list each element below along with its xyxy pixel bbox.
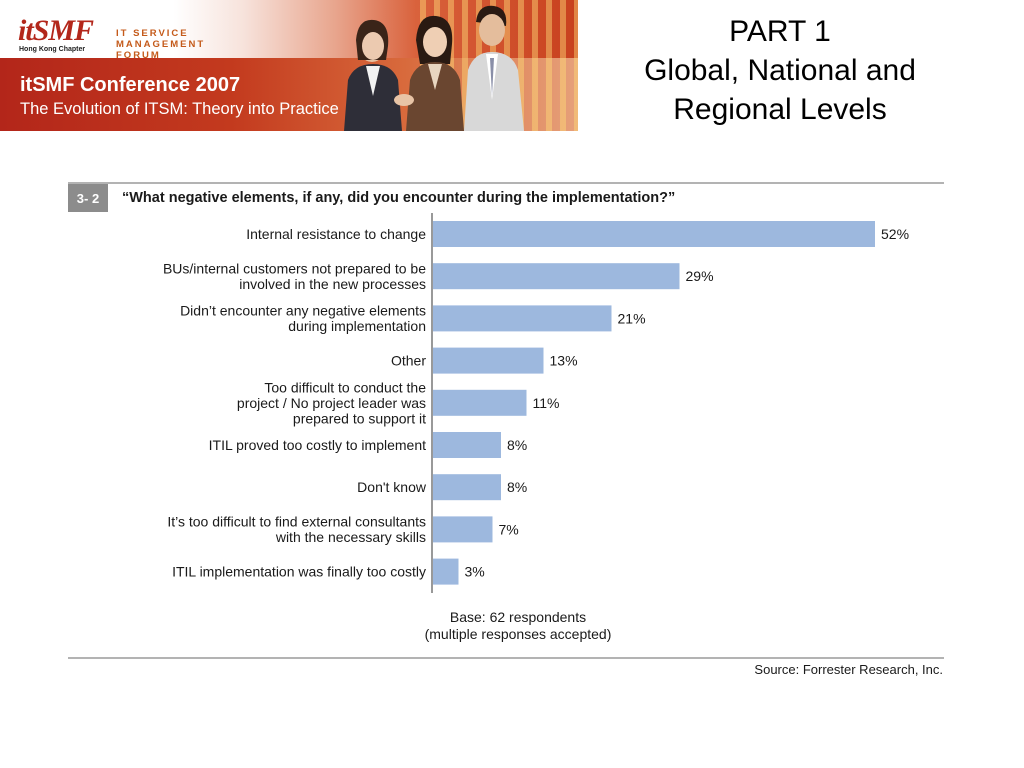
forum-line: MANAGEMENT (116, 39, 206, 50)
forum-wordmark: IT SERVICE MANAGEMENT FORUM (116, 28, 205, 61)
category-label: Too difficult to conduct the (264, 379, 426, 395)
value-label: 52% (881, 226, 909, 242)
base-note-line: Base: 62 respondents (450, 609, 586, 625)
forum-line: FORUM (116, 50, 161, 61)
category-label: project / No project leader was (237, 395, 426, 411)
value-label: 11% (533, 395, 560, 411)
bar (433, 558, 459, 585)
bar (433, 432, 501, 458)
chart-title: “What negative elements, if any, did you… (122, 190, 675, 206)
bar (433, 221, 875, 247)
slide-title-line: Regional Levels (673, 93, 887, 126)
value-label: 8% (507, 437, 527, 453)
category-label: BUs/internal customers not prepared to b… (163, 260, 426, 276)
value-label: 13% (550, 353, 578, 369)
conference-banner: itSMF Hong Kong Chapter IT SERVICE MANAG… (0, 0, 578, 131)
category-label: Other (391, 353, 426, 369)
value-label: 21% (618, 310, 646, 326)
slide-title: PART 1 Global, National and Regional Lev… (600, 12, 960, 129)
bars-layer: 52% Internal resistance to change 29% BUs/i… (163, 221, 909, 585)
bar (433, 305, 612, 332)
logo-subtext: Hong Kong Chapter (19, 46, 86, 53)
business-people-photo (344, 5, 524, 131)
category-label: ITIL implementation was finally too cost… (172, 564, 426, 580)
bar (433, 389, 527, 416)
value-label: 7% (499, 521, 519, 537)
category-label: with the necessary skills (275, 529, 426, 545)
logo-text: itSMF (18, 14, 94, 47)
category-label: Didn’t encounter any negative elements (180, 303, 426, 319)
slide-title-line: Global, National and (644, 54, 916, 87)
conference-title: itSMF Conference 2007 (20, 74, 241, 96)
category-label: prepared to support it (293, 410, 426, 426)
bar (433, 474, 501, 501)
category-label: It’s too difficult to find external cons… (167, 514, 426, 530)
figure-number-box (68, 184, 108, 212)
chart-canvas: 3- 2 “What negative elements, if any, di… (68, 182, 944, 677)
category-label: Don't know (357, 479, 427, 495)
category-label: involved in the new processes (239, 276, 426, 292)
value-label: 8% (507, 479, 527, 495)
slide-title-line: PART 1 (729, 15, 831, 48)
bar-chart: 3- 2 “What negative elements, if any, di… (68, 181, 944, 681)
base-note-line: (multiple responses accepted) (425, 626, 612, 642)
conference-subtitle: The Evolution of ITSM: Theory into Pract… (20, 100, 339, 118)
bar (433, 347, 544, 374)
category-label: Internal resistance to change (246, 226, 426, 242)
value-label: 3% (465, 564, 485, 580)
bar (433, 516, 493, 543)
category-label: ITIL proved too costly to implement (209, 437, 426, 453)
category-label: during implementation (288, 318, 426, 334)
bar (433, 263, 680, 290)
value-label: 29% (686, 268, 714, 284)
figure-number: 3- 2 (77, 191, 99, 206)
forum-line: IT SERVICE (116, 28, 189, 39)
source-note: Source: Forrester Research, Inc. (754, 662, 943, 677)
